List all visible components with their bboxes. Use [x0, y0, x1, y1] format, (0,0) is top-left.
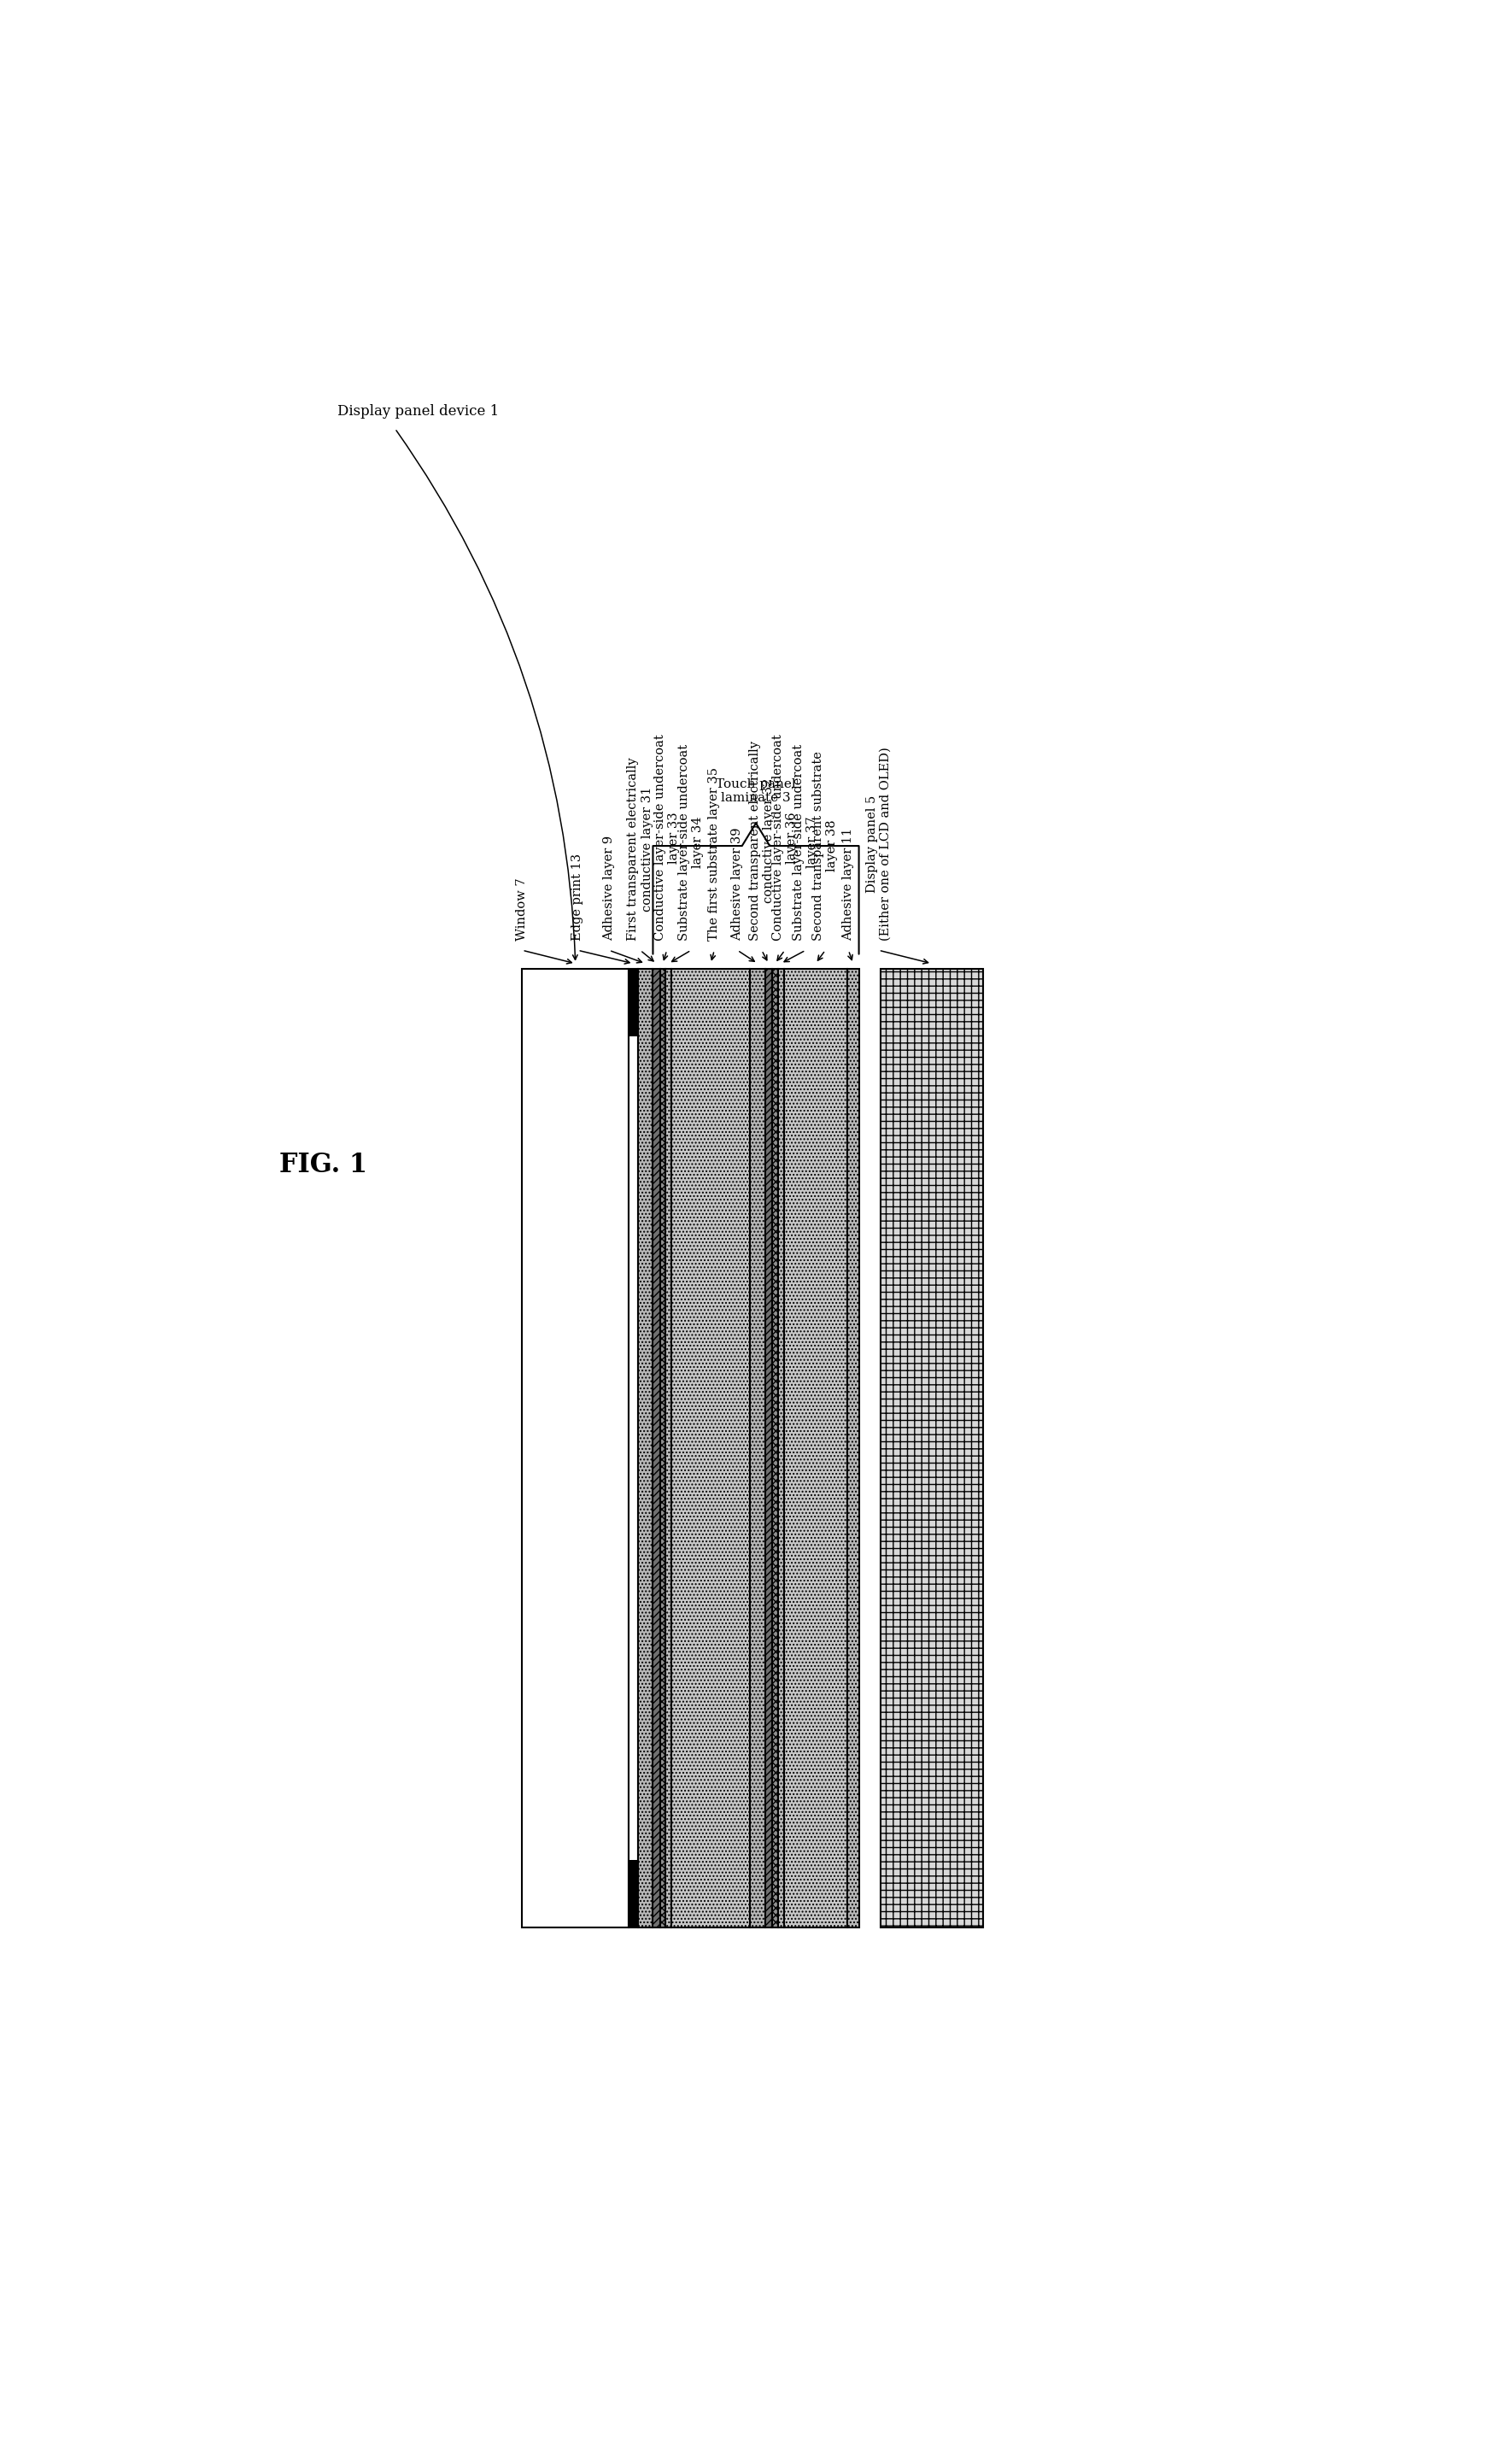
Bar: [638, 968, 652, 1927]
Text: The first substrate layer 35: The first substrate layer 35: [708, 766, 720, 941]
Bar: [629, 968, 638, 1037]
Bar: [652, 968, 660, 1927]
Text: Edge print 13: Edge print 13: [572, 853, 584, 941]
Text: Display panel 5
(Either one of LCD and OLED): Display panel 5 (Either one of LCD and O…: [866, 747, 891, 941]
Text: Conductive layer-side undercoat
layer 36: Conductive layer-side undercoat layer 36: [772, 734, 797, 941]
Bar: [772, 968, 778, 1927]
Bar: [848, 968, 858, 1927]
Bar: [629, 968, 638, 1927]
Text: Adhesive layer 9: Adhesive layer 9: [603, 835, 615, 941]
Bar: [881, 968, 982, 1927]
Text: Display panel device 1: Display panel device 1: [337, 404, 499, 419]
Bar: [629, 1860, 638, 1927]
Bar: [672, 968, 749, 1927]
Text: Second transparent substrate
layer 38: Second transparent substrate layer 38: [812, 752, 838, 941]
Text: Substrate layer-side undercoat
layer 37: Substrate layer-side undercoat layer 37: [793, 744, 818, 941]
Bar: [749, 968, 766, 1927]
Bar: [666, 968, 672, 1927]
Text: Substrate layer-side undercoat
layer 34: Substrate layer-side undercoat layer 34: [678, 744, 705, 941]
Text: First transparent electrically
conductive layer 31: First transparent electrically conductiv…: [627, 756, 652, 941]
Bar: [778, 968, 784, 1927]
Text: Adhesive layer 11: Adhesive layer 11: [842, 828, 854, 941]
Text: FIG. 1: FIG. 1: [279, 1151, 367, 1178]
Bar: [784, 968, 848, 1927]
Text: Window 7: Window 7: [517, 877, 529, 941]
Bar: [523, 968, 629, 1927]
Text: Conductive layer-side undercoat
layer 33: Conductive layer-side undercoat layer 33: [654, 734, 679, 941]
Bar: [660, 968, 666, 1927]
Text: Second transparent electrically
conductive layer 32: Second transparent electrically conducti…: [749, 742, 775, 941]
Text: Adhesive layer 39: Adhesive layer 39: [732, 828, 744, 941]
Text: Touch panel
laminate 3: Touch panel laminate 3: [715, 779, 796, 803]
Bar: [766, 968, 772, 1927]
